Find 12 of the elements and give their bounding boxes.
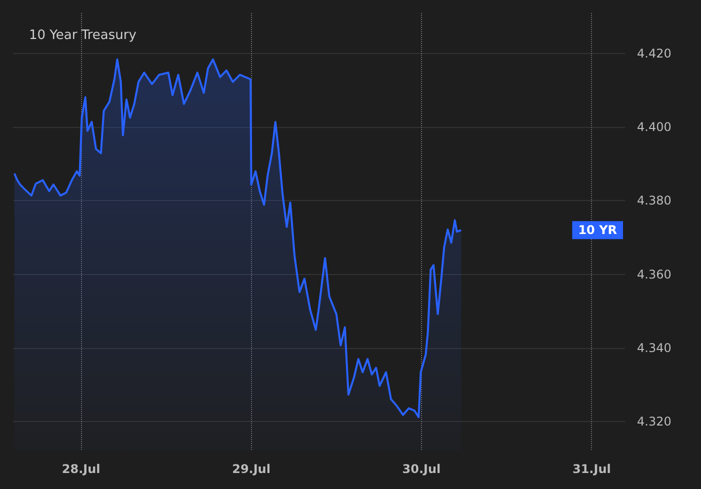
y-tick-label: 4.380 bbox=[637, 194, 672, 208]
y-tick-label: 4.320 bbox=[637, 414, 672, 429]
x-tick-label: 30.Jul bbox=[402, 462, 441, 476]
annotation: 10 YR bbox=[578, 223, 618, 238]
text: 10 Year Treasury bbox=[29, 28, 137, 43]
x-tick-label: 28.Jul bbox=[62, 462, 100, 476]
y-tick-label: 4.420 bbox=[637, 46, 672, 60]
y-tick-label: 4.340 bbox=[637, 340, 672, 355]
x-tick-label: 31.Jul bbox=[572, 462, 611, 476]
y-tick-label: 4.360 bbox=[637, 267, 672, 282]
y-tick-label: 4.400 bbox=[637, 120, 672, 134]
x-tick-label: 29.Jul bbox=[232, 462, 270, 476]
